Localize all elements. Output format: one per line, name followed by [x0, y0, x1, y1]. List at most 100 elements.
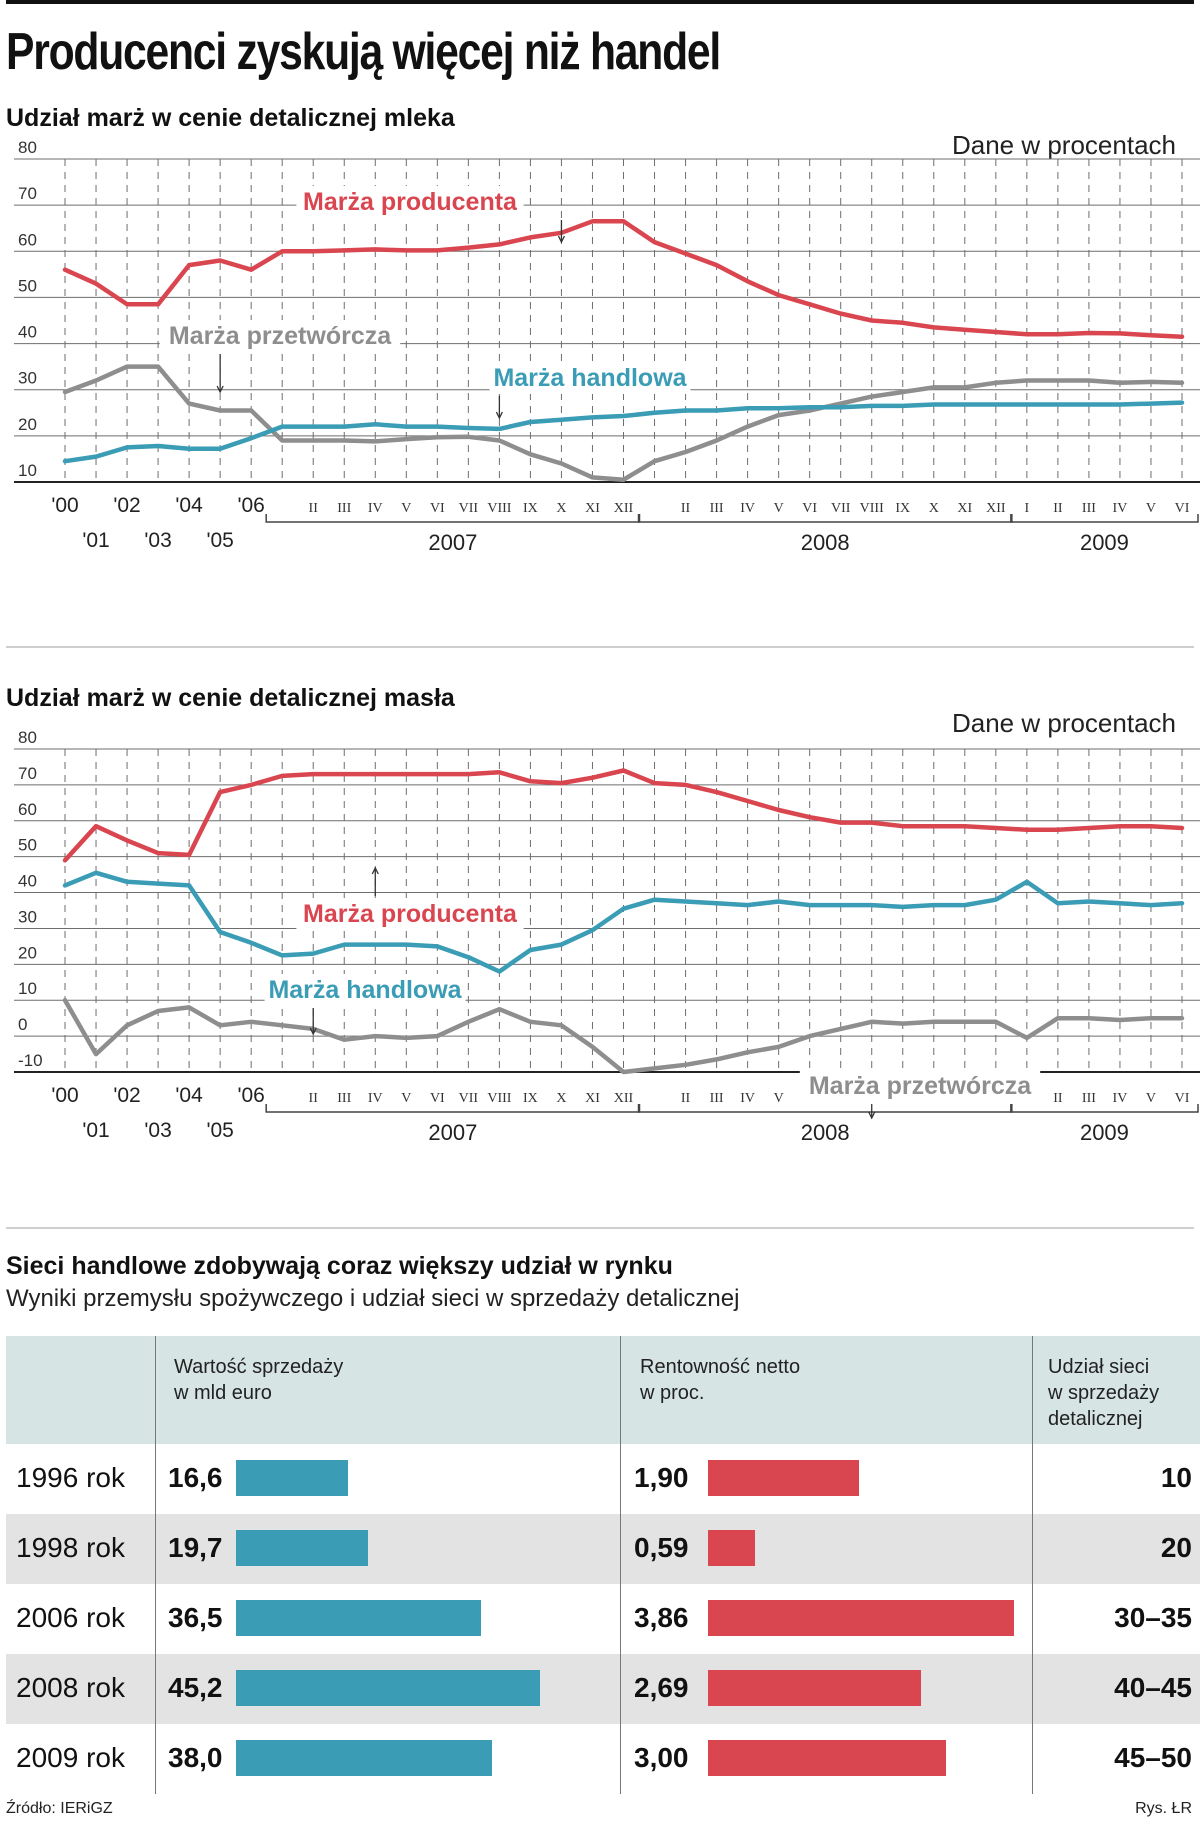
year-group-label: 2008 — [801, 530, 850, 555]
y-tick-label: 20 — [18, 943, 37, 962]
chain-share-value: 10 — [1160, 1462, 1192, 1493]
x-tick-label: '03 — [144, 1119, 171, 1142]
year-group-label: 2007 — [428, 1120, 477, 1145]
sales-value: 45,2 — [168, 1672, 223, 1703]
table-subtitle: Wyniki przemysłu spożywczego i udział si… — [6, 1285, 740, 1312]
series-label-arrowhead — [495, 411, 503, 420]
x-tick-label: V — [774, 501, 784, 516]
x-tick-label: '02 — [113, 1084, 140, 1107]
butter-units-label: Dane w procentach — [951, 708, 1176, 738]
milk-chart-title: Udział marż w cenie detalicznej mleka — [6, 104, 455, 132]
x-tick-label: VII — [831, 501, 851, 516]
sales-value: 19,7 — [168, 1532, 223, 1563]
x-tick-label: XI — [585, 1091, 600, 1106]
column-header-line: Rentowność netto — [640, 1356, 801, 1378]
series-label: Marża handlowa — [268, 976, 462, 1004]
series-line — [62, 400, 1185, 464]
column-header-line: Udział sieci — [1048, 1356, 1150, 1378]
sales-value: 36,5 — [168, 1602, 223, 1633]
x-tick-label: IV — [368, 1091, 383, 1106]
y-tick-label: 30 — [18, 369, 37, 388]
y-tick-label: 20 — [18, 415, 37, 434]
x-tick-label: II — [681, 501, 691, 516]
series-label-background — [489, 362, 691, 394]
credit-note: Rys. ŁR — [1135, 1800, 1192, 1817]
margin-bar — [708, 1460, 859, 1496]
y-tick-label: 50 — [18, 836, 37, 855]
x-tick-label: IX — [523, 1091, 538, 1106]
column-divider — [155, 1336, 156, 1794]
y-tick-label: 80 — [18, 138, 37, 157]
table-row: 1998 rok 19,7 0,59 20 — [6, 1514, 1200, 1584]
x-tick-label: '05 — [206, 529, 233, 552]
year-bracket — [265, 514, 641, 523]
x-tick-label: '00 — [51, 494, 78, 517]
sales-bar — [236, 1740, 492, 1776]
y-tick-label: -10 — [18, 1051, 43, 1070]
butter-margin-chart: -10 0 10 20 30 40 50 60 70 80 '00'01'02'03'04'05'0… — [14, 728, 1200, 1145]
x-tick-label: VII — [459, 501, 479, 516]
series-label-background — [799, 1070, 1041, 1102]
x-tick-label: '04 — [175, 494, 203, 517]
x-tick-label: VII — [459, 1091, 479, 1106]
x-tick-label: '02 — [113, 494, 140, 517]
y-tick-label: 70 — [18, 184, 37, 203]
y-tick-label: 50 — [18, 276, 37, 295]
sales-bar — [236, 1600, 482, 1636]
y-tick-label: 30 — [18, 907, 37, 926]
year-bracket — [1010, 514, 1199, 523]
chain-share-value: 45–50 — [1114, 1742, 1192, 1773]
column-header-share: Udział sieci w sprzedaży detalicznej — [1048, 1354, 1159, 1432]
table-row: 1996 rok 16,6 1,90 10 — [6, 1444, 1200, 1514]
x-tick-label: VI — [1175, 501, 1190, 516]
year-group-label: 2008 — [801, 1120, 850, 1145]
column-header-line: detalicznej — [1048, 1408, 1143, 1430]
series-line — [62, 870, 1185, 974]
y-tick-label: 60 — [18, 800, 37, 819]
x-tick-label: II — [309, 1091, 319, 1106]
year-bracket — [637, 514, 1013, 523]
chain-share-value: 20 — [1160, 1532, 1192, 1563]
top-rule — [6, 0, 1194, 4]
x-tick-label: X — [556, 1091, 566, 1106]
column-header-margin: Rentowność netto w proc. — [640, 1354, 800, 1406]
series-line — [62, 768, 1185, 863]
row-year: 1996 rok — [16, 1462, 125, 1493]
x-tick-label: II — [1053, 1091, 1063, 1106]
sales-bar — [236, 1670, 540, 1706]
x-tick-label: V — [774, 1091, 784, 1106]
x-tick-label: X — [929, 501, 939, 516]
margin-bar — [708, 1740, 946, 1776]
margin-bar — [708, 1670, 922, 1706]
x-tick-label: XII — [614, 501, 634, 516]
x-tick-label: IV — [740, 501, 755, 516]
x-tick-label: I — [1025, 501, 1030, 516]
margin-bar — [708, 1530, 755, 1566]
section-divider — [6, 646, 1194, 648]
column-header-line: Wartość sprzedaży — [174, 1356, 344, 1378]
x-tick-label: III — [337, 1091, 351, 1106]
margin-value: 1,90 — [634, 1462, 689, 1493]
series-label-background — [296, 898, 524, 930]
x-tick-label: VI — [802, 501, 817, 516]
x-tick-label: V — [1146, 501, 1156, 516]
x-tick-label: IV — [740, 1091, 755, 1106]
x-tick-label: IX — [895, 501, 910, 516]
margin-value: 0,59 — [634, 1532, 689, 1563]
year-bracket — [637, 1104, 1013, 1113]
series-line — [62, 364, 1185, 482]
x-tick-label: III — [1082, 1091, 1096, 1106]
x-tick-label: '04 — [175, 1084, 203, 1107]
x-tick-label: VIII — [487, 1091, 511, 1106]
x-tick-label: IX — [523, 501, 538, 516]
sales-bar — [236, 1460, 348, 1496]
x-tick-label: '01 — [82, 1119, 109, 1142]
chain-share-value: 30–35 — [1114, 1602, 1192, 1633]
year-group-label: 2009 — [1080, 1120, 1129, 1145]
series-line — [62, 219, 1185, 339]
column-header-line: w proc. — [640, 1382, 705, 1404]
x-tick-label: XII — [986, 501, 1006, 516]
x-tick-label: XII — [614, 1091, 634, 1106]
x-tick-label: III — [710, 501, 724, 516]
